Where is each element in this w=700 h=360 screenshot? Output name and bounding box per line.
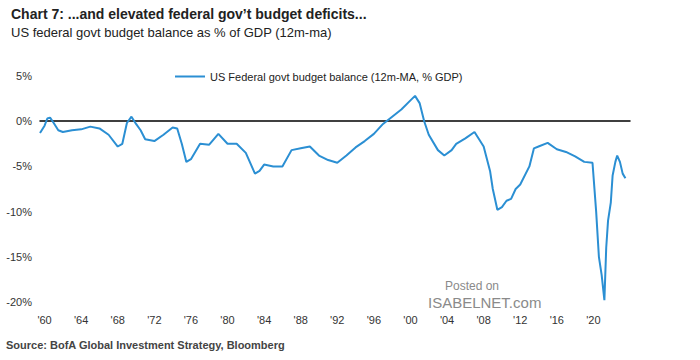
svg-text:Posted on: Posted on <box>445 279 499 293</box>
svg-text:0%: 0% <box>16 115 32 127</box>
svg-text:'64: '64 <box>74 314 88 326</box>
svg-text:'12: '12 <box>513 314 527 326</box>
svg-text:'60: '60 <box>37 314 51 326</box>
svg-text:'68: '68 <box>111 314 125 326</box>
svg-text:-20%: -20% <box>6 296 32 308</box>
svg-text:-10%: -10% <box>6 206 32 218</box>
svg-text:'20: '20 <box>586 314 600 326</box>
svg-text:'16: '16 <box>550 314 564 326</box>
svg-text:'04: '04 <box>440 314 454 326</box>
svg-text:'00: '00 <box>403 314 417 326</box>
svg-text:-15%: -15% <box>6 251 32 263</box>
svg-text:'88: '88 <box>294 314 308 326</box>
svg-text:-5%: -5% <box>12 160 32 172</box>
svg-text:ISABELNET.com: ISABELNET.com <box>428 294 541 311</box>
svg-text:US federal govt budget balance: US federal govt budget balance as % of G… <box>11 25 332 40</box>
svg-text:US Federal govt budget balance: US Federal govt budget balance (12m-MA, … <box>210 71 463 83</box>
svg-text:'84: '84 <box>257 314 271 326</box>
svg-text:Chart 7: ...and elevated feder: Chart 7: ...and elevated federal gov’t b… <box>11 6 367 22</box>
svg-text:'72: '72 <box>147 314 161 326</box>
svg-text:'76: '76 <box>184 314 198 326</box>
svg-text:5%: 5% <box>16 70 32 82</box>
svg-text:'80: '80 <box>220 314 234 326</box>
svg-text:'96: '96 <box>367 314 381 326</box>
svg-text:Source: BofA Global Investment: Source: BofA Global Investment Strategy,… <box>6 339 285 351</box>
svg-text:'92: '92 <box>330 314 344 326</box>
svg-text:'08: '08 <box>476 314 490 326</box>
